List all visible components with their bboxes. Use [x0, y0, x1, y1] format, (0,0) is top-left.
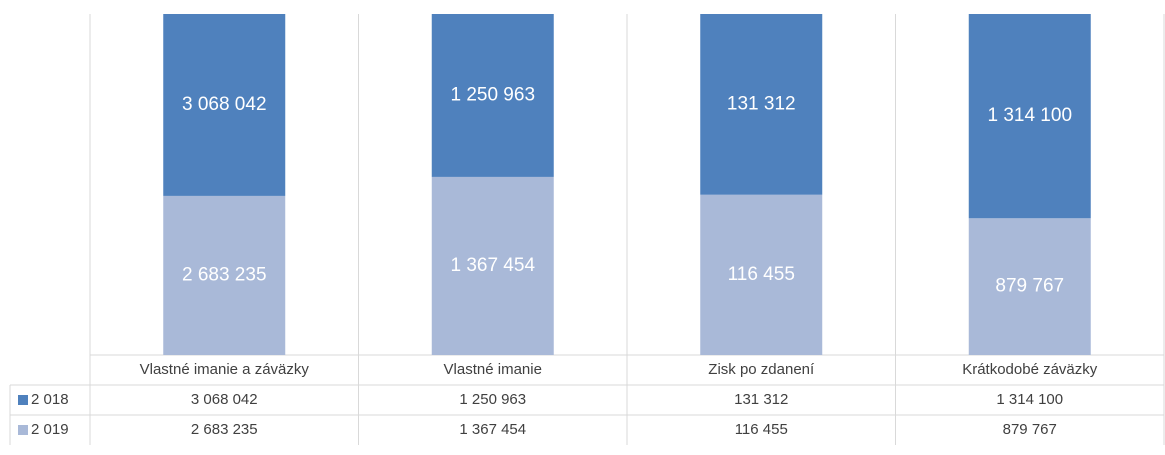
- legend-swatch: [18, 425, 28, 435]
- bar-segment: [700, 14, 823, 195]
- legend-label: 2 018: [31, 391, 69, 408]
- data-label: 3 068 042: [182, 94, 267, 115]
- bar-segment: [968, 218, 1091, 355]
- data-label: 1 367 454: [450, 255, 535, 276]
- bar-segment: [700, 194, 823, 355]
- table-cell: 116 455: [735, 421, 788, 438]
- table-cell: 1 250 963: [459, 391, 526, 408]
- data-label: 131 312: [727, 93, 796, 114]
- bar-segment: [431, 176, 554, 355]
- table-cell: 3 068 042: [191, 391, 258, 408]
- bar-segment: [968, 14, 1091, 219]
- category-label: Krátkodobé záväzky: [962, 361, 1098, 378]
- table-cell: 879 767: [1003, 421, 1057, 438]
- bar-segment: [431, 14, 554, 177]
- data-label: 1 250 963: [450, 84, 535, 105]
- data-label: 2 683 235: [182, 264, 267, 285]
- table-cell: 1 367 454: [459, 421, 526, 438]
- bar-segment: [163, 195, 286, 355]
- category-label: Zisk po zdanení: [708, 361, 815, 378]
- data-label: 879 767: [995, 276, 1064, 297]
- data-label: 116 455: [728, 264, 795, 285]
- category-label: Vlastné imanie: [444, 361, 542, 378]
- table-cell: 2 683 235: [191, 421, 258, 438]
- category-label: Vlastné imanie a záväzky: [140, 361, 310, 378]
- legend-label: 2 019: [31, 421, 69, 438]
- legend-swatch: [18, 395, 28, 405]
- table-cell: 1 314 100: [996, 391, 1063, 408]
- data-label: 1 314 100: [987, 105, 1072, 126]
- table-cell: 131 312: [734, 391, 788, 408]
- bar-segment: [163, 14, 286, 196]
